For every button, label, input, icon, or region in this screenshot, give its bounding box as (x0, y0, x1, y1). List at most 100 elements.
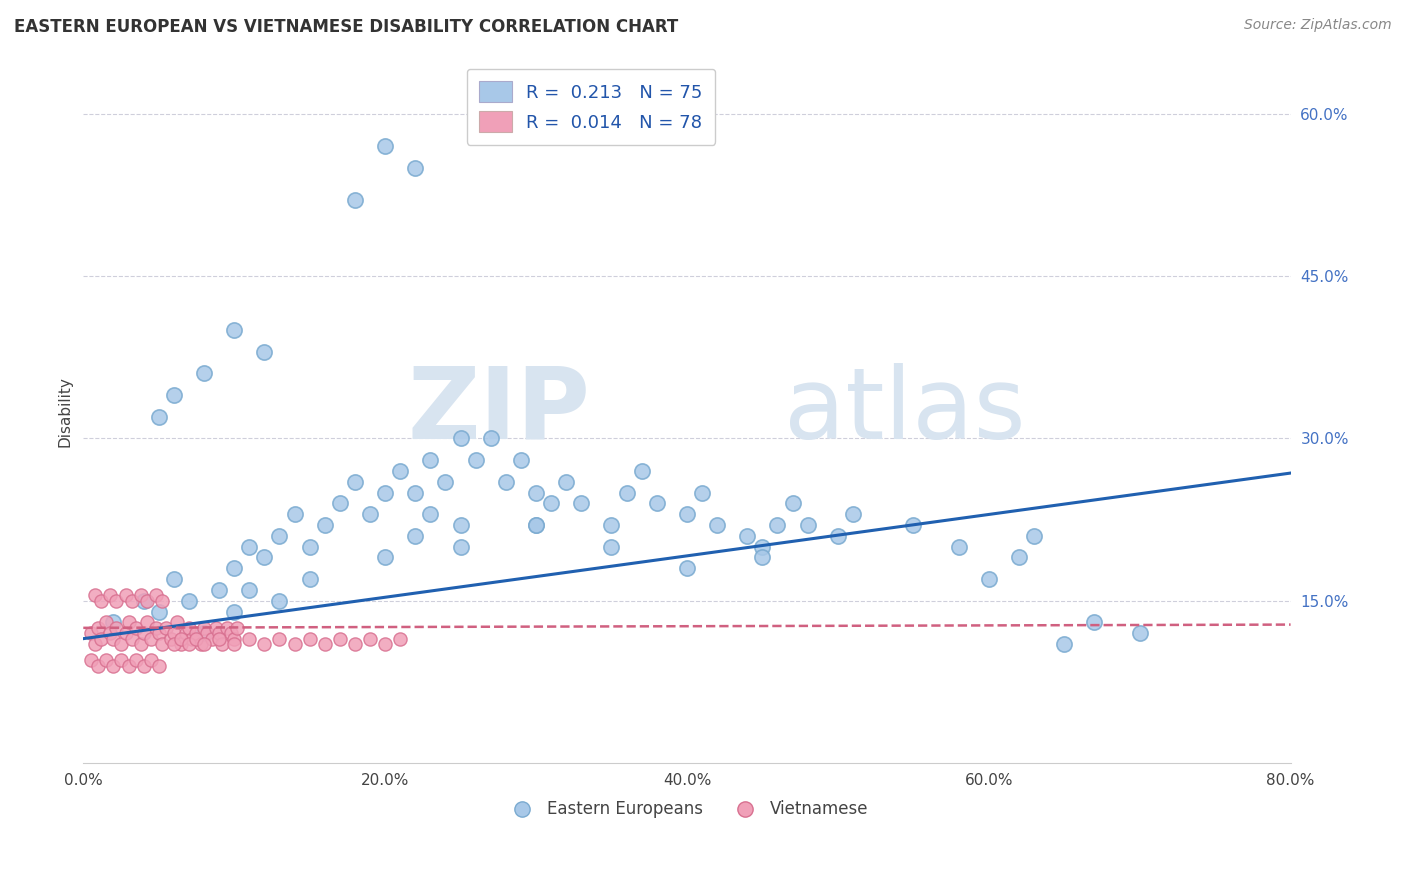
Point (751, 540, 773, 554)
Point (676, 507, 699, 521)
Point (114, 626, 136, 640)
Point (600, 518, 623, 533)
Point (524, 518, 547, 533)
Point (314, 518, 336, 533)
Point (495, 475, 517, 489)
Point (284, 637, 307, 651)
Point (135, 615, 157, 630)
Point (600, 540, 623, 554)
Point (238, 540, 260, 554)
Point (150, 637, 173, 651)
Point (170, 632, 193, 646)
Point (110, 653, 132, 667)
Point (84, 588, 107, 602)
Point (404, 529, 426, 543)
Point (159, 632, 181, 646)
Point (782, 496, 804, 510)
Point (224, 637, 246, 651)
Point (132, 658, 155, 673)
Point (121, 594, 143, 608)
Point (150, 594, 173, 608)
Point (630, 464, 652, 478)
Point (224, 561, 246, 575)
Point (284, 507, 307, 521)
Point (132, 626, 155, 640)
Point (524, 485, 547, 500)
Point (114, 588, 136, 602)
Point (737, 529, 759, 543)
Point (224, 605, 246, 619)
Point (450, 518, 472, 533)
Point (224, 632, 246, 646)
Point (186, 632, 208, 646)
Point (148, 658, 170, 673)
Point (616, 485, 638, 500)
Point (977, 572, 1000, 586)
Point (298, 572, 321, 586)
Point (419, 453, 441, 467)
Point (186, 626, 208, 640)
Point (145, 588, 167, 602)
Y-axis label: Disability: Disability (58, 376, 72, 447)
Point (84, 637, 107, 651)
Point (181, 632, 204, 646)
Point (170, 637, 193, 651)
Point (569, 496, 592, 510)
Point (690, 485, 713, 500)
Point (359, 632, 381, 646)
Point (177, 594, 200, 608)
Legend: Eastern Europeans, Vietnamese: Eastern Europeans, Vietnamese (499, 794, 875, 825)
Point (329, 632, 352, 646)
Point (94, 615, 117, 630)
Point (195, 626, 218, 640)
Point (105, 621, 128, 635)
Point (177, 621, 200, 635)
Point (177, 637, 200, 651)
Point (374, 637, 396, 651)
Point (125, 621, 148, 635)
Point (253, 550, 276, 565)
Point (645, 496, 668, 510)
Point (163, 637, 186, 651)
Point (211, 637, 233, 651)
Point (298, 632, 321, 646)
Point (540, 496, 562, 510)
Point (1083, 615, 1105, 630)
Point (479, 432, 502, 446)
Point (224, 323, 246, 337)
Point (219, 626, 242, 640)
Point (125, 653, 148, 667)
Point (148, 409, 170, 424)
Point (510, 453, 533, 467)
Point (343, 475, 366, 489)
Point (129, 588, 152, 602)
Point (163, 572, 186, 586)
Point (215, 621, 238, 635)
Point (117, 658, 139, 673)
Point (103, 615, 125, 630)
Point (676, 561, 699, 575)
Point (450, 432, 472, 446)
Point (269, 594, 291, 608)
Point (314, 637, 336, 651)
Point (100, 626, 122, 640)
Point (450, 540, 472, 554)
Point (359, 507, 381, 521)
Text: EASTERN EUROPEAN VS VIETNAMESE DISABILITY CORRELATION CHART: EASTERN EUROPEAN VS VIETNAMESE DISABILIT… (14, 18, 678, 36)
Point (110, 637, 132, 651)
Point (117, 615, 139, 630)
Point (389, 632, 412, 646)
Point (90, 594, 112, 608)
Point (1022, 529, 1045, 543)
Point (105, 594, 128, 608)
Point (193, 367, 215, 381)
Point (163, 626, 186, 640)
Point (751, 550, 773, 565)
Point (87, 621, 110, 635)
Point (238, 632, 260, 646)
Point (238, 582, 260, 597)
Point (205, 621, 228, 635)
Point (193, 637, 215, 651)
Point (135, 594, 157, 608)
Point (100, 588, 122, 602)
